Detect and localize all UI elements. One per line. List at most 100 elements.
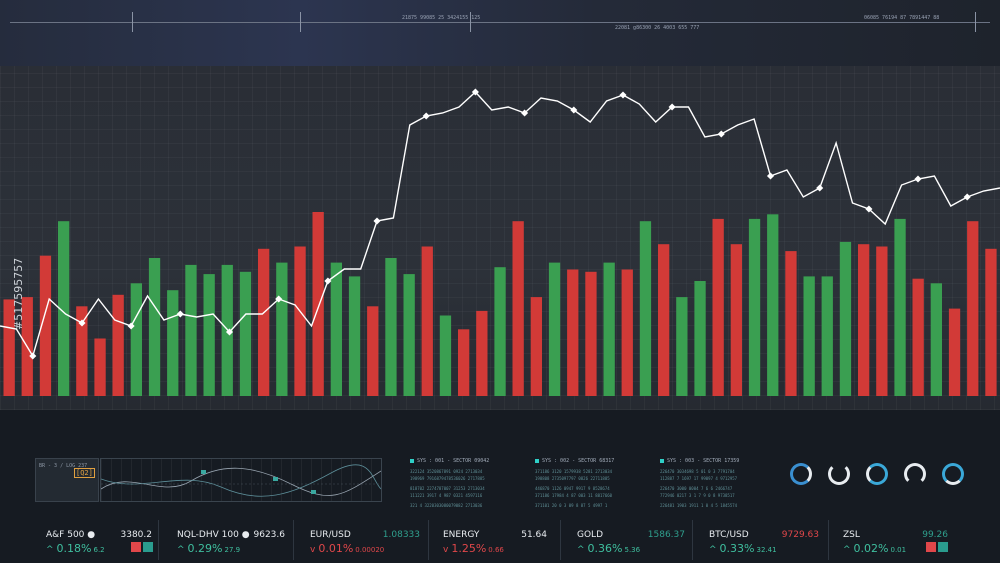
sector-row: 772946 0217 3 1 7 9 0 8 9738517 [660,493,735,498]
status-square [926,542,936,552]
bar-up [348,276,361,396]
line-point-marker [619,91,627,99]
quarter-badge: [Q2] [74,468,95,478]
sector-row: 198808 2735097797 0826 22711885 [535,476,610,481]
bar-up [839,241,852,396]
progress-ring [904,463,926,485]
bar-up [767,214,779,396]
ticker-change: ^ 0.36% 5.36 [577,542,641,555]
sector-row: 226470 3034698 5 01 0 3 7791704 [660,469,735,474]
bar-down [76,306,88,396]
bar-down [530,297,542,396]
waveform-panel [100,458,382,502]
top-tick [300,12,301,32]
ticker-change: v 1.25% 0.66 [443,542,504,555]
bar-down [312,212,324,396]
top-rule [10,22,990,23]
bar-up [439,315,452,396]
line-point-marker [275,295,283,303]
ticker-divider [828,520,829,560]
bar-down [785,251,797,396]
bar-down [967,221,979,396]
bar-down [567,269,579,396]
line-point-marker [422,112,430,120]
bar-down [585,271,597,396]
top-code-2: 22081 g86300 26 4003 655 777 [615,25,700,31]
sector-marker-icon [660,459,664,463]
mini-info-panel: BR - 3 / LOG 237 [Q2] [35,458,99,502]
ticker-eurusd[interactable]: EUR/USD 1.08333 v 0.01% 0.00020 [310,526,422,563]
bar-down [621,269,633,396]
ticker-value: 3380.2 [120,530,153,540]
bar-up [676,297,688,396]
ticker-divider [560,520,561,560]
top-status-bar: 21875 99085 25 3424155 125 22081 g86300 … [0,0,1000,66]
bar-up [203,274,215,396]
waveform-graphic [100,464,382,497]
line-point-marker [471,88,479,96]
bars-layer [3,212,997,396]
status-square [131,542,141,552]
mini-info-meta: BR - 3 / LOG 237 [39,463,88,469]
sector-row: 371186 17984 4 87 003 11 8817660 [535,493,613,498]
bar-down [476,310,488,396]
arrow-up-icon: ^ [709,545,717,555]
ticker-gold[interactable]: GOLD 1586.37 ^ 0.36% 5.36 [577,526,687,563]
sector-marker-icon [535,459,539,463]
bar-down [421,246,433,396]
ticker-energy[interactable]: ENERGY 51.64 v 1.25% 0.66 [443,526,547,563]
bar-up [130,283,142,396]
ticker-zsl[interactable]: ZSL 99.26 ^ 0.02% 0.01 [843,526,948,563]
line-layer [0,88,1000,360]
sector-title: SYS : 001 - SECTOR 09042 [417,458,490,464]
line-point-marker [176,310,184,318]
line-point-marker [373,217,381,225]
bar-down [730,244,742,396]
ticker-btcusd[interactable]: BTC/USD 9729.63 ^ 0.33% 32.41 [709,526,821,563]
bar-up [276,262,288,396]
sector-marker-icon [410,459,414,463]
bar-down [985,248,997,396]
ticker-nql-dhv100[interactable]: NQL-DHV 100 ● 9623.6 ^ 0.29% 27.9 [177,526,287,563]
bar-down [712,218,724,396]
bar-down [3,299,15,396]
line-point-marker [717,130,725,138]
bar-up [930,283,942,396]
sector-row: 446870 1126 0947 9917 9 8528674 [535,486,610,491]
sector-row: 226470 3000 0004 7 6 6 2466747 [660,486,733,491]
progress-ring [828,463,850,485]
arrow-up-icon: ^ [843,545,851,555]
sector-title: SYS : 002 - SECTOR 68317 [542,458,615,464]
status-square [938,542,948,552]
sector-row: 818702 2274787007 31253 2713034 [410,486,485,491]
ticker-value: 9729.63 [781,530,819,540]
bar-down [94,338,106,396]
ticker-divider [428,520,429,560]
bar-up [694,281,706,396]
progress-rings [788,463,973,495]
bar-up [239,271,252,396]
bar-up [548,262,561,396]
ticker-change: v 0.01% 0.00020 [310,542,385,555]
bar-up [185,264,197,396]
chart-panel [0,66,1000,410]
line-point-marker [914,175,922,183]
sector-rows: 322124 3520867891 0924 2713034 198969 79… [410,468,530,509]
line-point-marker [865,205,873,213]
bar-up [639,221,652,396]
sector-header: SYS : 001 - SECTOR 09042 [410,458,530,464]
sector-panel-3: SYS : 003 - SECTOR 17359 226470 3034698 … [660,458,780,509]
ticker-divider [692,520,693,560]
ticker-divider [158,520,159,560]
ticker-change: ^ 0.33% 32.41 [709,542,777,555]
top-tick [132,12,133,32]
sector-title: SYS : 003 - SECTOR 17359 [667,458,740,464]
ticker-af500[interactable]: A&F 500 ● 3380.2 ^ 0.18% 6.2 [46,526,156,563]
sector-row: 371186 3120 1579938 5281 2713034 [535,469,613,474]
progress-ring [942,463,964,485]
ticker-value: 1586.37 [647,530,685,540]
top-tick [975,12,976,32]
bar-down [512,221,524,396]
sector-row: 371101 20 0 3 09 8 87 5 4997 1 [535,503,608,508]
ticker-change: ^ 0.29% 27.9 [177,542,241,555]
